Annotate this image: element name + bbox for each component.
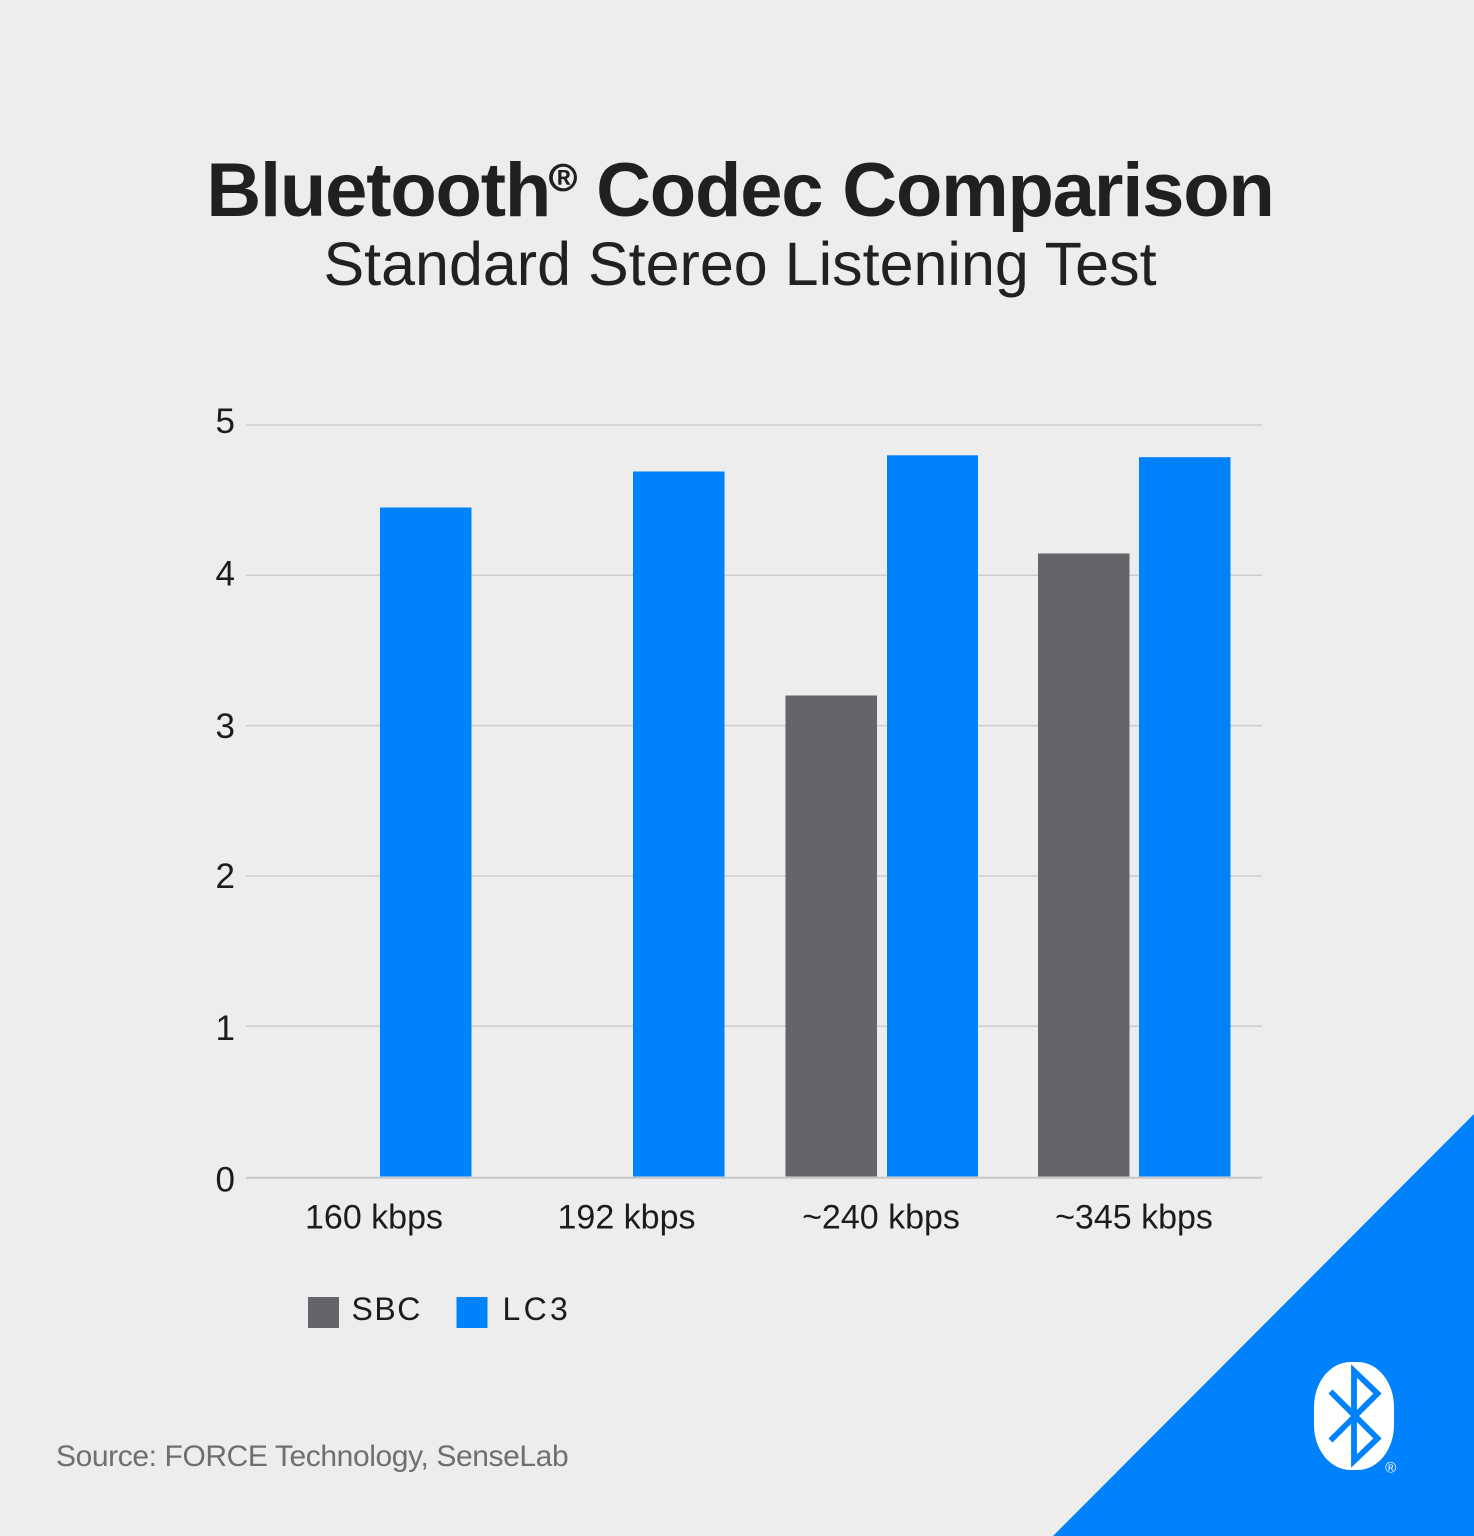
svg-text:SBC: SBC — [352, 1291, 422, 1327]
svg-text:192 kbps: 192 kbps — [558, 1199, 696, 1237]
svg-text:2: 2 — [216, 857, 235, 896]
svg-text:160 kbps: 160 kbps — [305, 1199, 443, 1237]
svg-text:®: ® — [1385, 1459, 1396, 1476]
svg-text:0: 0 — [216, 1161, 235, 1200]
svg-text:5: 5 — [216, 402, 235, 441]
svg-text:Source: FORCE Technology, Sens: Source: FORCE Technology, SenseLab — [56, 1440, 568, 1473]
svg-text:1: 1 — [216, 1009, 235, 1048]
svg-text:Bluetooth® Codec Comparison: Bluetooth® Codec Comparison — [206, 148, 1273, 233]
svg-text:LC3: LC3 — [503, 1291, 572, 1327]
svg-text:~345 kbps: ~345 kbps — [1055, 1199, 1213, 1237]
svg-text:4: 4 — [216, 554, 235, 593]
svg-text:~240 kbps: ~240 kbps — [802, 1199, 960, 1237]
svg-text:3: 3 — [216, 707, 235, 746]
svg-text:Standard Stereo Listening Test: Standard Stereo Listening Test — [323, 230, 1156, 298]
